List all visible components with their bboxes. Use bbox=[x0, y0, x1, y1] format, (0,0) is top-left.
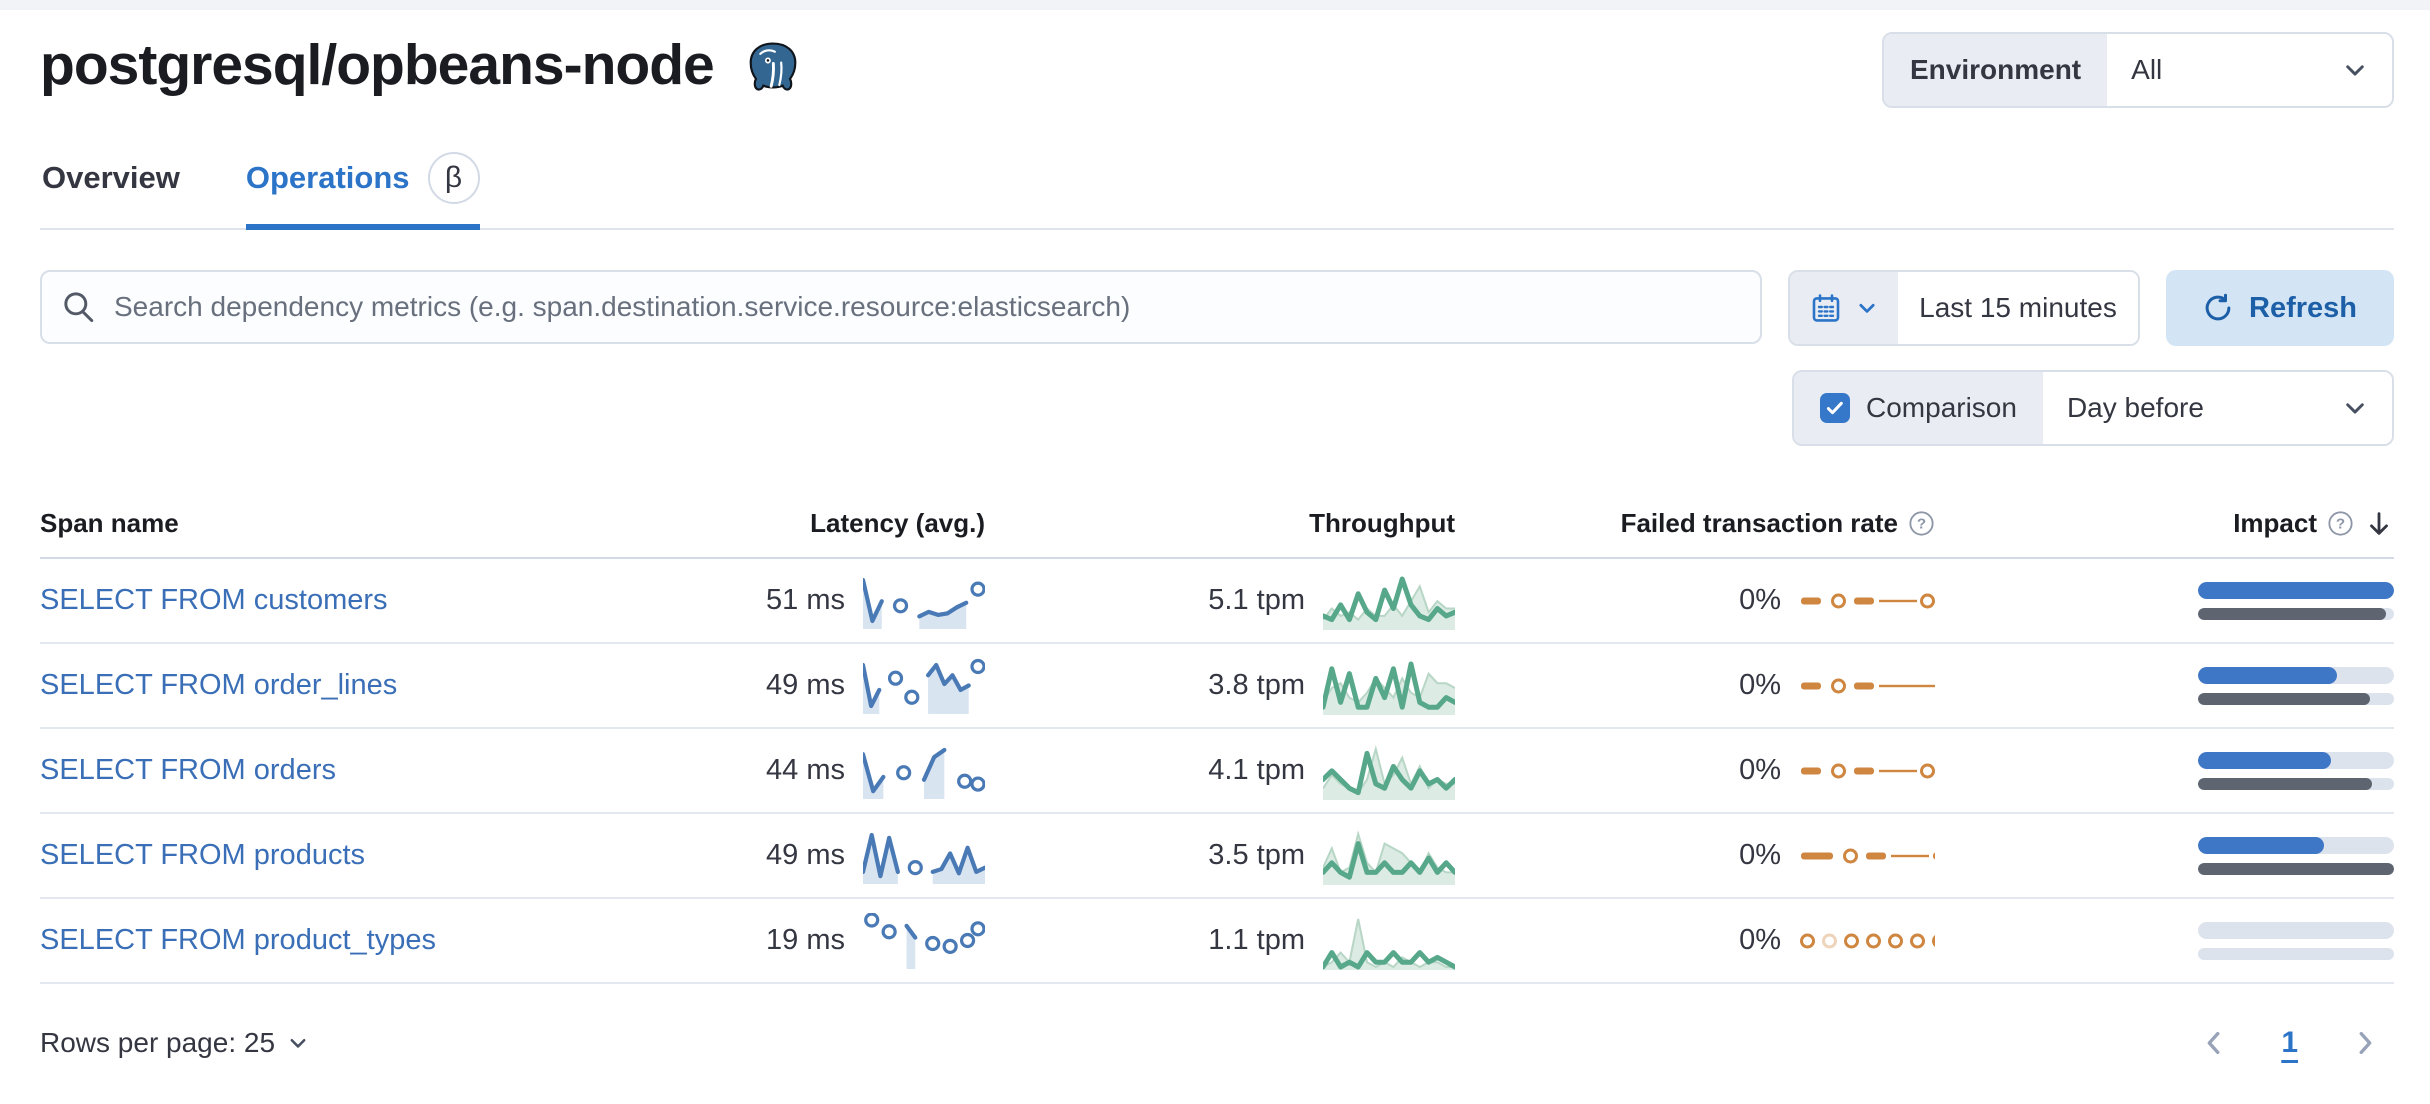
failed-rate-value: 0% bbox=[1739, 924, 1781, 956]
table-row: SELECT FROM product_types 19 ms 1.1 tpm … bbox=[40, 899, 2394, 984]
failed-rate-sparkline bbox=[1799, 927, 1935, 955]
throughput-value: 3.8 tpm bbox=[1208, 669, 1305, 701]
impact-bars bbox=[2198, 751, 2394, 790]
impact-bars bbox=[2198, 836, 2394, 875]
latency-value: 19 ms bbox=[766, 924, 845, 956]
column-header-throughput[interactable]: Throughput bbox=[1309, 508, 1455, 538]
refresh-button[interactable]: Refresh bbox=[2166, 270, 2394, 346]
page-header: postgresql/opbeans-node Environment All bbox=[40, 32, 2394, 108]
column-header-latency[interactable]: Latency (avg.) bbox=[810, 508, 985, 538]
impact-bars bbox=[2198, 581, 2394, 620]
span-link[interactable]: SELECT FROM order_lines bbox=[40, 669, 398, 701]
latency-value: 51 ms bbox=[766, 584, 845, 616]
latency-sparkline bbox=[863, 912, 985, 969]
latency-value: 49 ms bbox=[766, 839, 845, 871]
pagination: 1 bbox=[2199, 1026, 2380, 1060]
latency-sparkline bbox=[863, 573, 985, 629]
span-link[interactable]: SELECT FROM products bbox=[40, 839, 366, 871]
throughput-value: 3.5 tpm bbox=[1208, 839, 1305, 871]
impact-previous-bar bbox=[2198, 692, 2371, 705]
time-range-picker[interactable]: Last 15 minutes bbox=[1788, 270, 2140, 346]
help-icon: ? bbox=[1909, 511, 1934, 536]
latency-sparkline bbox=[863, 658, 985, 714]
throughput-sparkline bbox=[1323, 657, 1455, 715]
column-header-failed-rate[interactable]: Failed transaction rate ? bbox=[1455, 508, 1935, 539]
span-link[interactable]: SELECT FROM customers bbox=[40, 584, 388, 616]
failed-rate-value: 0% bbox=[1739, 754, 1781, 786]
latency-sparkline bbox=[863, 743, 985, 799]
page-title: postgresql/opbeans-node bbox=[40, 33, 715, 97]
span-link[interactable]: SELECT FROM orders bbox=[40, 754, 336, 786]
svg-text:?: ? bbox=[1917, 516, 1926, 533]
throughput-value: 5.1 tpm bbox=[1208, 584, 1305, 616]
chevron-right-icon[interactable] bbox=[2350, 1028, 2380, 1058]
page-number[interactable]: 1 bbox=[2281, 1026, 2298, 1059]
impact-current-bar bbox=[2198, 836, 2325, 854]
throughput-sparkline bbox=[1323, 572, 1455, 630]
window-top-strip bbox=[0, 0, 2430, 10]
table-row: SELECT FROM order_lines 49 ms 3.8 tpm 0% bbox=[40, 644, 2394, 729]
impact-current-bar bbox=[2198, 666, 2338, 684]
chevron-left-icon[interactable] bbox=[2199, 1028, 2229, 1058]
throughput-value: 4.1 tpm bbox=[1208, 754, 1305, 786]
environment-select[interactable]: Environment All bbox=[1882, 32, 2394, 108]
chevron-down-icon bbox=[2346, 403, 2364, 414]
impact-current-bar bbox=[2198, 581, 2394, 599]
help-icon: ? bbox=[2328, 511, 2353, 536]
throughput-sparkline bbox=[1323, 827, 1455, 885]
failed-rate-value: 0% bbox=[1739, 669, 1781, 701]
date-picker-menu-button[interactable] bbox=[1790, 272, 1898, 344]
column-header-span-name[interactable]: Span name bbox=[40, 508, 179, 538]
environment-label: Environment bbox=[1910, 54, 2082, 85]
latency-sparkline bbox=[863, 828, 985, 884]
tab-operations[interactable]: Operations β bbox=[245, 152, 480, 230]
throughput-value: 1.1 tpm bbox=[1208, 924, 1305, 956]
postgresql-icon bbox=[744, 39, 802, 97]
throughput-sparkline bbox=[1323, 742, 1455, 800]
tab-bar: Overview Operations β bbox=[40, 152, 2394, 230]
calendar-icon bbox=[1812, 294, 1840, 322]
table-body: SELECT FROM customers 51 ms 5.1 tpm 0% S… bbox=[40, 559, 2394, 984]
tab-overview[interactable]: Overview bbox=[42, 160, 180, 195]
beta-badge: β bbox=[427, 152, 480, 204]
comparison-label: Comparison bbox=[1866, 392, 2017, 423]
span-link[interactable]: SELECT FROM product_types bbox=[40, 924, 436, 956]
column-header-impact[interactable]: Impact ? bbox=[1935, 508, 2394, 539]
throughput-sparkline bbox=[1323, 912, 1455, 970]
failed-rate-sparkline bbox=[1799, 672, 1935, 700]
impact-bars bbox=[2198, 666, 2394, 705]
operations-table: Span name Latency (avg.) Throughput Fail… bbox=[40, 508, 2394, 984]
impact-previous-bar bbox=[2198, 607, 2387, 620]
table-row: SELECT FROM customers 51 ms 5.1 tpm 0% bbox=[40, 559, 2394, 644]
latency-value: 44 ms bbox=[766, 754, 845, 786]
environment-value: All bbox=[2131, 54, 2163, 85]
latency-value: 49 ms bbox=[766, 669, 845, 701]
failed-rate-sparkline bbox=[1799, 587, 1935, 615]
search-input[interactable] bbox=[40, 270, 1762, 344]
rows-per-page-button[interactable]: Rows per page: 25 bbox=[40, 1027, 309, 1059]
table-row: SELECT FROM products 49 ms 3.5 tpm 0% bbox=[40, 814, 2394, 899]
impact-bars bbox=[2198, 921, 2394, 960]
comparison-control: Comparison Day before bbox=[1792, 370, 2394, 446]
search-icon bbox=[64, 292, 94, 323]
impact-previous-bar bbox=[2198, 862, 2394, 875]
comparison-checkbox[interactable] bbox=[1820, 393, 1850, 423]
failed-rate-sparkline bbox=[1799, 842, 1935, 870]
chevron-down-icon bbox=[2346, 65, 2364, 76]
comparison-select[interactable]: Day before bbox=[2042, 372, 2392, 444]
time-range-value[interactable]: Last 15 minutes bbox=[1898, 272, 2138, 344]
table-row: SELECT FROM orders 44 ms 4.1 tpm 0% bbox=[40, 729, 2394, 814]
impact-current-bar bbox=[2198, 751, 2332, 769]
comparison-value: Day before bbox=[2066, 392, 2204, 423]
refresh-icon bbox=[2205, 293, 2231, 321]
failed-rate-value: 0% bbox=[1739, 584, 1781, 616]
svg-text:?: ? bbox=[2336, 516, 2345, 533]
failed-rate-value: 0% bbox=[1739, 839, 1781, 871]
chevron-down-icon bbox=[290, 1039, 306, 1048]
failed-rate-sparkline bbox=[1799, 757, 1935, 785]
sort-desc-icon bbox=[2370, 511, 2388, 535]
impact-previous-bar bbox=[2198, 777, 2373, 790]
chevron-down-icon bbox=[1859, 303, 1875, 313]
